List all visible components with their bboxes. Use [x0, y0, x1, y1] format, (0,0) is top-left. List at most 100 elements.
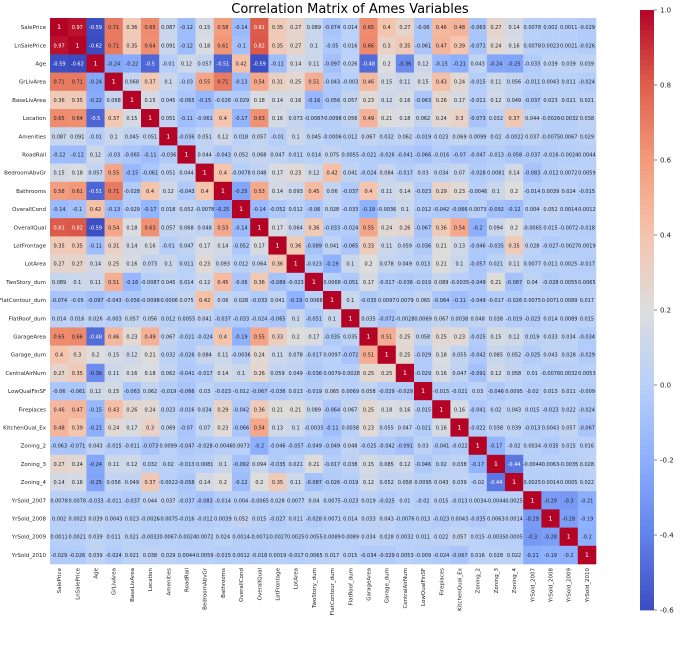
heatmap-cell	[559, 254, 579, 274]
heatmap-cell-value: -0.22	[125, 62, 138, 68]
heatmap-cell	[432, 181, 451, 201]
heatmap-cell-value: -0.06	[307, 207, 320, 213]
heatmap-cell	[86, 236, 105, 255]
heatmap-cell	[213, 291, 233, 310]
heatmap-cell	[341, 181, 360, 201]
heatmap-cell	[323, 218, 342, 237]
colorbar-segment	[640, 550, 654, 556]
heatmap-cell	[104, 218, 124, 237]
heatmap-cell	[432, 418, 451, 437]
heatmap-cell-value: -0.59	[89, 225, 102, 231]
heatmap-cell	[432, 345, 451, 365]
y-tick-label: SalePrice	[21, 25, 47, 31]
heatmap-cell	[559, 491, 579, 510]
heatmap-cell-value: 0.66	[363, 43, 374, 49]
heatmap-cell	[141, 491, 160, 510]
colorbar-segment	[640, 230, 654, 236]
heatmap-cell-value: 0.12	[490, 98, 501, 104]
heatmap-cell-value: 0.71	[108, 43, 119, 49]
heatmap-cell-value: 0.038	[343, 462, 357, 468]
heatmap-cell	[541, 254, 560, 274]
heatmap-cell	[213, 272, 233, 292]
heatmap-cell-value: 0.33	[363, 244, 374, 250]
heatmap-cell	[523, 545, 542, 565]
heatmap-cell-value: 0.1	[219, 462, 227, 468]
colorbar-segment	[640, 595, 654, 601]
heatmap-cell	[250, 454, 269, 474]
heatmap-cell	[213, 200, 233, 219]
heatmap-cell-value: 0.21	[436, 244, 447, 250]
heatmap-cell-value: -0.15	[89, 407, 102, 413]
heatmap-cell	[286, 418, 306, 437]
heatmap-cell-value: 1	[312, 278, 316, 286]
heatmap-cell-value: -0.029	[51, 553, 67, 559]
heatmap-cell	[50, 109, 69, 128]
heatmap-cell-value: 0.58	[54, 189, 65, 195]
heatmap-cell-value: -0.041	[397, 153, 413, 159]
colorbar-segment	[640, 100, 654, 106]
heatmap-cell-value: 0.15	[381, 80, 392, 86]
y-tick-label: BedroomAbvGr	[4, 171, 47, 177]
y-tick-label: FlatRoof_dum	[8, 316, 46, 322]
colorbar-tick-label: -0.4	[660, 532, 674, 540]
heatmap-cell-value: 1	[421, 387, 425, 395]
heatmap-cell-value: 0.034	[198, 407, 212, 413]
heatmap-cell	[68, 291, 87, 310]
heatmap-cell-value: 0.014	[543, 316, 557, 322]
x-tick-label: Zoning_4	[512, 568, 518, 594]
heatmap-cell-value: -0.061	[197, 116, 213, 122]
heatmap-cell-value: 0.25	[381, 371, 392, 377]
heatmap-cell-value: -0.026	[379, 153, 395, 159]
heatmap-cell-value: -0.029	[233, 98, 249, 104]
heatmap-cell	[359, 200, 378, 219]
heatmap-cell	[122, 545, 142, 565]
heatmap-cell-value: 0.0043	[542, 426, 560, 432]
heatmap-cell	[359, 400, 378, 419]
heatmap-cell-value: 0.0034	[469, 498, 487, 504]
colorbar-segment	[640, 365, 654, 371]
heatmap-cell-value: 0.04	[308, 498, 319, 504]
x-tick-label: YrSold_2008	[549, 568, 555, 604]
heatmap-cell-value: 0.039	[88, 535, 102, 541]
heatmap-cell-value: -0.027	[542, 244, 558, 250]
heatmap-cell-value: -0.097	[324, 62, 340, 68]
heatmap-cell	[177, 218, 196, 237]
heatmap-cell-value: -0.035	[542, 444, 558, 450]
heatmap-cell-value: 0.087	[161, 25, 175, 31]
colorbar-segment	[640, 305, 654, 311]
heatmap-cell-value: 0.056	[343, 116, 357, 122]
heatmap-cell-value: -0.012	[233, 389, 249, 395]
heatmap-cell	[359, 218, 378, 237]
heatmap-cell-value: 1	[294, 260, 298, 268]
heatmap-cell-value: -0.052	[269, 207, 285, 213]
heatmap-cell-value: 0.023	[161, 407, 175, 413]
heatmap-cell	[68, 200, 87, 219]
heatmap-cell	[68, 491, 87, 510]
heatmap-cell-value: -0.12	[180, 43, 193, 49]
heatmap-cell	[341, 527, 360, 547]
heatmap-cell-value: 0.36	[290, 244, 301, 250]
heatmap-cell	[177, 400, 196, 419]
heatmap-cell	[68, 473, 87, 492]
heatmap-cell	[232, 363, 251, 383]
heatmap-cell	[304, 109, 324, 128]
heatmap-cell	[414, 418, 433, 437]
heatmap-cell	[159, 145, 178, 164]
heatmap-cell-value: 0.078	[380, 262, 394, 268]
heatmap-cell-value: 0.25	[363, 371, 374, 377]
heatmap-cell-value: 0.15	[490, 335, 501, 341]
heatmap-cell	[86, 473, 105, 492]
heatmap-cell	[377, 545, 397, 565]
heatmap-cell-value: 0.0068	[305, 298, 323, 304]
heatmap-cell	[232, 181, 251, 201]
heatmap-cell-value: -0.05	[71, 298, 84, 304]
heatmap-cell-value: 0.062	[398, 134, 412, 140]
heatmap-cell-value: -0.028	[470, 171, 486, 177]
heatmap-cell	[268, 218, 287, 237]
heatmap-cell-value: -0.015	[415, 407, 431, 413]
heatmap-cell	[122, 72, 142, 92]
heatmap-cell	[505, 163, 524, 183]
heatmap-cell	[250, 18, 269, 37]
heatmap-cell	[195, 545, 215, 565]
heatmap-cell-value: 0.14	[126, 244, 137, 250]
